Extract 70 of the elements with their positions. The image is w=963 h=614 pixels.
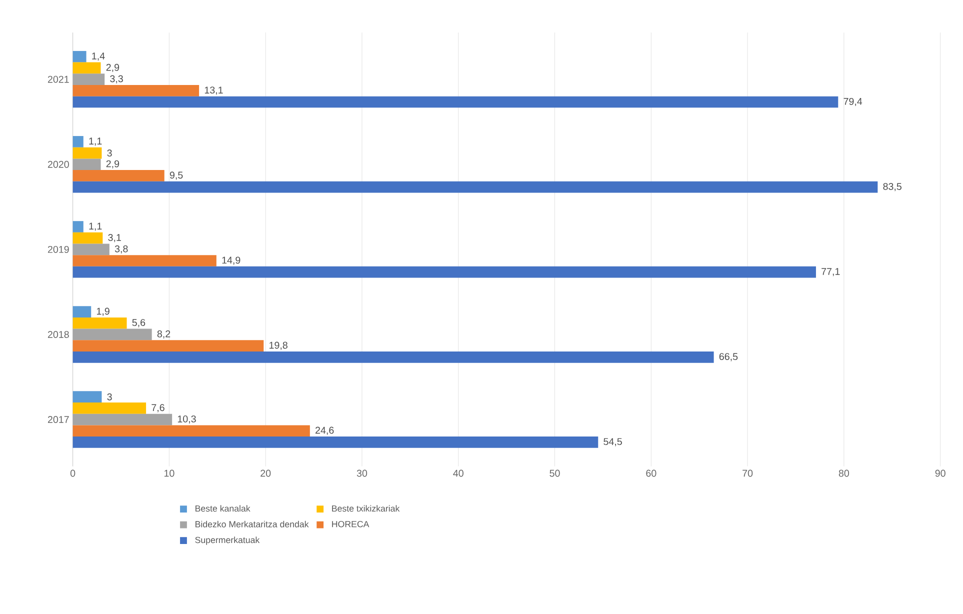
- data-label: 2,9: [106, 160, 120, 168]
- data-label: 1,9: [96, 308, 110, 316]
- bar: [72, 255, 216, 266]
- data-label: 66,5: [719, 353, 738, 362]
- bar: [72, 244, 110, 256]
- x-tick-label: 0: [70, 470, 76, 477]
- data-label: 5,6: [132, 319, 146, 328]
- legend-label: Supermerkatuak: [195, 536, 260, 545]
- bar: [72, 232, 103, 244]
- bar: [72, 414, 172, 426]
- bar: [72, 62, 101, 74]
- bar: [72, 147, 102, 159]
- y-tick-label: 2021: [48, 76, 69, 83]
- data-label: 3: [107, 149, 112, 156]
- x-tick-label: 80: [838, 470, 850, 477]
- data-label: 3: [107, 393, 112, 400]
- data-label: 1,4: [92, 52, 105, 61]
- bar: [72, 425, 310, 436]
- x-tick-label: 70: [742, 470, 753, 477]
- data-label: 79,4: [844, 98, 862, 106]
- bar: [72, 50, 86, 62]
- data-label: 19,8: [270, 342, 288, 350]
- bar: [72, 351, 714, 363]
- data-label: 54,5: [604, 438, 622, 446]
- data-label: 3,3: [110, 75, 123, 84]
- y-tick-label: 2017: [48, 416, 69, 423]
- bar: [72, 340, 264, 352]
- data-label: 10,3: [178, 415, 196, 424]
- data-label: 1,1: [89, 222, 102, 231]
- data-label: 8,2: [157, 330, 170, 338]
- legend-label: HORECA: [332, 520, 370, 528]
- bar: [72, 328, 152, 340]
- bar: [72, 181, 878, 193]
- legend-label: Bidezko Merkataritza dendak: [196, 520, 309, 528]
- bar: [72, 158, 101, 170]
- data-label: 24,6: [316, 426, 334, 435]
- data-label: 77,1: [822, 268, 840, 276]
- x-tick-label: 10: [164, 470, 174, 477]
- data-label: 2,9: [106, 64, 120, 72]
- x-tick-label: 40: [453, 470, 464, 477]
- data-label: 3,8: [114, 245, 128, 254]
- data-label: 9,5: [170, 172, 183, 180]
- bar: [72, 96, 838, 108]
- y-tick-label: 2018: [48, 330, 69, 338]
- y-tick-label: 2020: [48, 160, 69, 168]
- bar: [72, 74, 105, 85]
- x-tick-label: 20: [260, 470, 271, 477]
- x-tick-label: 90: [935, 470, 946, 477]
- data-label: 83,5: [883, 182, 902, 192]
- bar: [72, 170, 164, 182]
- bar: [72, 84, 200, 96]
- data-label: 13,1: [204, 86, 223, 95]
- x-tick-label: 60: [646, 470, 656, 477]
- legend-label: Beste kanalak: [196, 505, 250, 512]
- bar: [72, 391, 102, 402]
- x-tick-label: 30: [356, 470, 368, 477]
- legend-label: Beste txikizkariak: [332, 505, 400, 512]
- bar: [72, 136, 84, 148]
- data-label: 7,6: [152, 404, 164, 412]
- x-tick-label: 50: [550, 470, 560, 477]
- data-label: 14,9: [222, 256, 240, 265]
- bar: [72, 317, 127, 329]
- bar: [72, 306, 92, 318]
- bar: [72, 436, 598, 448]
- bar: [72, 266, 816, 278]
- data-label: 3,1: [108, 234, 121, 242]
- bar: [72, 402, 146, 414]
- data-label: 1,1: [89, 138, 102, 146]
- bar: [72, 221, 84, 232]
- y-tick-label: 2019: [48, 246, 69, 253]
